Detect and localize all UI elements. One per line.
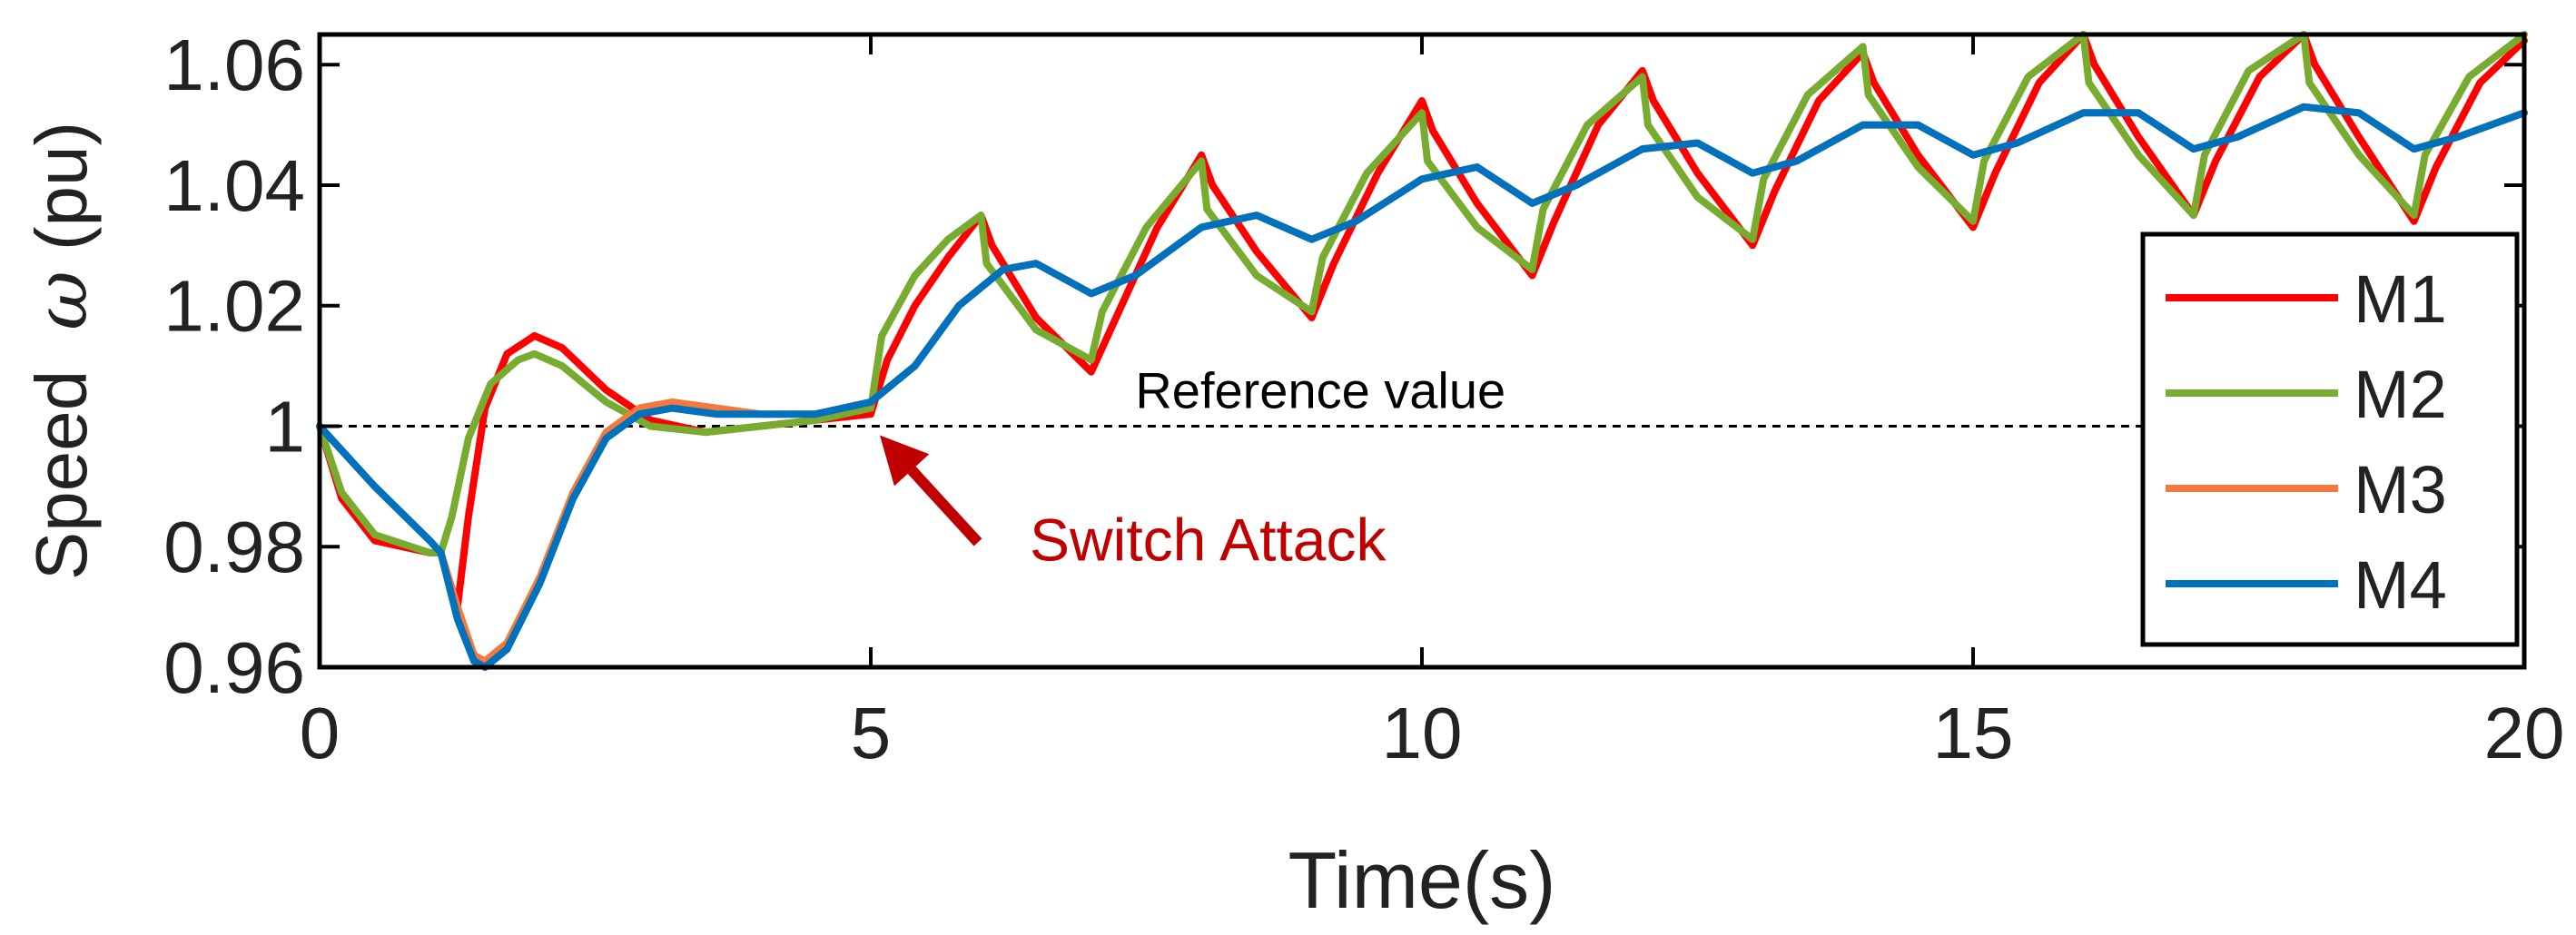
x-tick-label: 0: [300, 693, 341, 773]
reference-label: Reference value: [1135, 361, 1505, 418]
y-axis-ticks: 0.96 0.98 1 1.02 1.04 1.06: [163, 25, 2524, 708]
annotation-arrow-head: [880, 435, 930, 487]
y-axis-label: Speed ω (pu): [19, 122, 104, 580]
x-tick-label: 15: [1933, 693, 2014, 773]
legend-label-m3: M3: [2354, 452, 2447, 527]
legend-label-m2: M2: [2354, 357, 2447, 432]
series-group: [316, 31, 2528, 671]
legend-label-m1: M1: [2354, 261, 2447, 337]
legend-label-m4: M4: [2354, 547, 2447, 623]
y-tick-label: 1: [265, 386, 306, 467]
y-axis-label-prefix: Speed: [21, 370, 102, 580]
y-tick-label: 1.02: [163, 266, 305, 347]
legend: M1 M2 M3 M4: [2140, 231, 2520, 647]
x-tick-label: 5: [851, 693, 892, 773]
y-tick-label: 1.06: [163, 25, 305, 105]
y-axis-label-unit: (pu): [21, 122, 102, 251]
annotation-label: Switch Attack: [1030, 506, 1387, 573]
x-tick-label: 20: [2484, 693, 2565, 773]
legend-entries: M1 M2 M3 M4: [2166, 261, 2447, 623]
y-tick-label: 0.98: [163, 507, 305, 587]
series-line-m4: [316, 103, 2528, 671]
x-tick-label: 10: [1382, 693, 1463, 773]
x-axis-label: Time(s): [1288, 835, 1556, 925]
annotation-arrow-shaft: [907, 466, 982, 546]
x-axis-ticks: 0 5 10 15 20: [300, 34, 2565, 773]
y-tick-label: 1.04: [163, 145, 305, 226]
switch-attack-annotation: Switch Attack: [880, 435, 1387, 573]
legend-box: [2140, 231, 2520, 647]
y-axis-label-symbol: ω: [19, 271, 104, 330]
y-tick-label: 0.96: [163, 627, 305, 708]
series-line-m2: [316, 31, 2528, 556]
